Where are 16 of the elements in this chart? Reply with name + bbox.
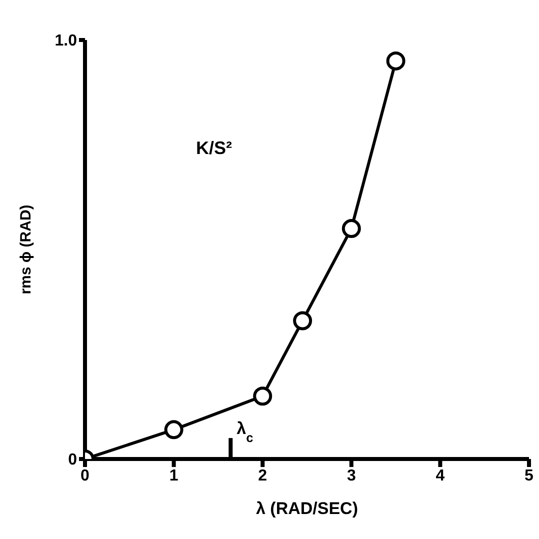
point <box>253 386 272 406</box>
annotation: K/S² <box>196 138 232 159</box>
x-tick-label: 4 <box>436 467 445 484</box>
point <box>386 51 406 70</box>
x-tick-label: 3 <box>346 467 356 484</box>
y-tick-label: 1.0 <box>54 32 78 50</box>
point <box>164 420 184 440</box>
ref-line-label: λ$_{c}$ <box>236 419 254 445</box>
point <box>293 311 312 330</box>
x-tick-label: 1 <box>169 467 178 484</box>
x-tick-label: 2 <box>258 467 268 484</box>
x-axis-title: λ (RAD/SEC) <box>256 499 358 518</box>
x-tick-label: 5 <box>524 467 534 484</box>
x-tick-label: 0 <box>80 467 90 484</box>
point <box>342 219 361 238</box>
y-axis-title: rms ϕ (RAD) <box>17 204 34 294</box>
